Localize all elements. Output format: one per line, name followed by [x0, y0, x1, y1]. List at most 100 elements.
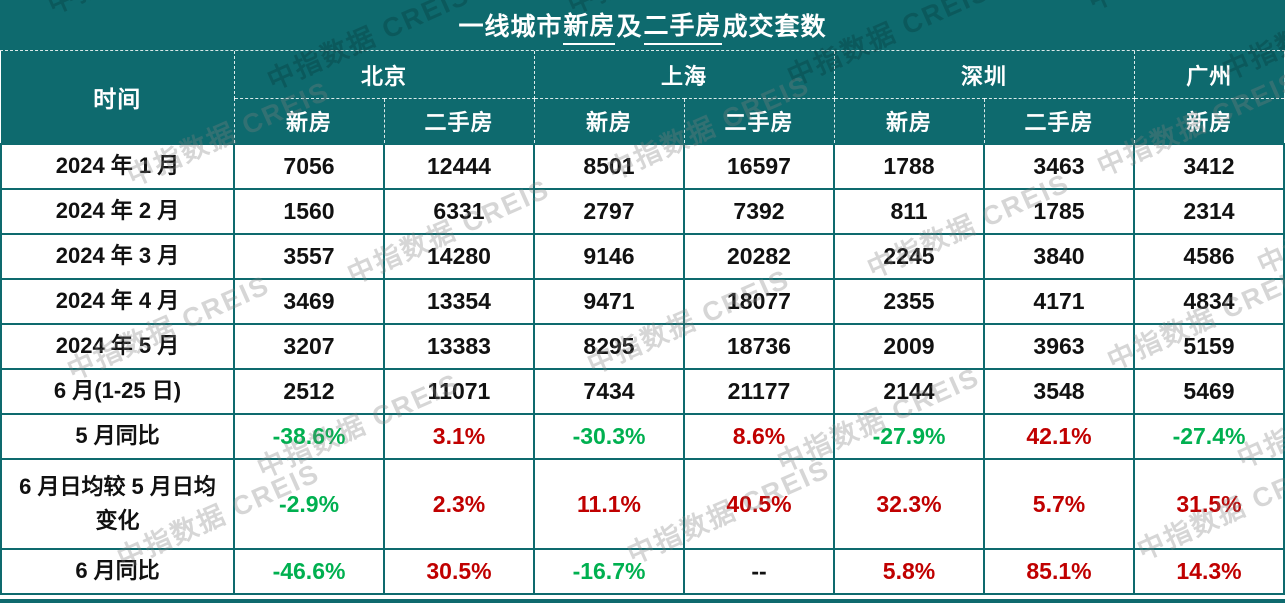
value-cell: 2797	[533, 188, 685, 235]
value-cell: 1785	[983, 188, 1135, 235]
value-cell: 4586	[1133, 233, 1285, 280]
row-label: 2024 年 3 月	[0, 233, 235, 280]
value-cell: 5159	[1133, 323, 1285, 370]
row-label: 2024 年 4 月	[0, 278, 235, 325]
page-title: 一线城市 新房及二手房 成交套数	[0, 0, 1285, 51]
table-row: 5 月同比 -38.6% 3.1% -30.3% 8.6% -27.9% 42.1% -27.…	[0, 413, 1285, 460]
title-segment: 及	[616, 13, 643, 41]
header-sub-shanghai-new: 新房	[533, 98, 685, 144]
value-cell: 7392	[683, 188, 835, 235]
value-cell: 5.8%	[833, 548, 985, 595]
header-city-shenzhen: 深圳	[833, 51, 1135, 99]
value-cell: 3840	[983, 233, 1135, 280]
value-cell: 3557	[233, 233, 385, 280]
value-cell: 13354	[383, 278, 535, 325]
row-label: 6 月日均较 5 月日均 变化	[0, 458, 235, 550]
value-cell: 1788	[833, 143, 985, 190]
value-cell: 7434	[533, 368, 685, 415]
value-cell: 2245	[833, 233, 985, 280]
row-label: 5 月同比	[0, 413, 235, 460]
value-cell: 12444	[383, 143, 535, 190]
row-label: 2024 年 5 月	[0, 323, 235, 370]
value-cell: 14280	[383, 233, 535, 280]
title-segment: 一线城市	[458, 13, 563, 41]
value-cell: 2355	[833, 278, 985, 325]
value-cell: 3463	[983, 143, 1135, 190]
header-sub-beijing-secondhand: 二手房	[383, 98, 535, 144]
value-cell: 20282	[683, 233, 835, 280]
value-cell: 11071	[383, 368, 535, 415]
header-sub-shenzhen-secondhand: 二手房	[983, 98, 1135, 144]
value-cell: 32.3%	[833, 458, 985, 550]
header-sub-shenzhen-new: 新房	[833, 98, 985, 144]
value-cell: 13383	[383, 323, 535, 370]
table-row: 2024 年 1 月 7056 12444 8501 16597 1788 3463 3412	[0, 143, 1285, 190]
table-row: 6 月日均较 5 月日均 变化 -2.9% 2.3% 11.1% 40.5% 32.3% 5…	[0, 458, 1285, 550]
value-cell: --	[683, 548, 835, 595]
value-cell: -16.7%	[533, 548, 685, 595]
value-cell: 2.3%	[383, 458, 535, 550]
value-cell: -38.6%	[233, 413, 385, 460]
value-cell: 1560	[233, 188, 385, 235]
value-cell: 18736	[683, 323, 835, 370]
value-cell: 40.5%	[683, 458, 835, 550]
row-label: 6 月(1-25 日)	[0, 368, 235, 415]
header-city-shanghai: 上海	[533, 51, 835, 99]
value-cell: 6331	[383, 188, 535, 235]
value-cell: 42.1%	[983, 413, 1135, 460]
value-cell: 3469	[233, 278, 385, 325]
header-sub-shanghai-secondhand: 二手房	[683, 98, 835, 144]
value-cell: 3.1%	[383, 413, 535, 460]
header-sub-beijing-new: 新房	[233, 98, 385, 144]
value-cell: 2144	[833, 368, 985, 415]
value-cell: 3412	[1133, 143, 1285, 190]
value-cell: 8.6%	[683, 413, 835, 460]
value-cell: -2.9%	[233, 458, 385, 550]
header-time: 时间	[1, 51, 235, 144]
row-label: 6 月同比	[0, 548, 235, 595]
table-row: 2024 年 3 月 3557 14280 9146 20282 2245 3840 4586	[0, 233, 1285, 280]
value-cell: 3207	[233, 323, 385, 370]
row-label: 2024 年 1 月	[0, 143, 235, 190]
value-cell: 5.7%	[983, 458, 1135, 550]
value-cell: -27.9%	[833, 413, 985, 460]
value-cell: 21177	[683, 368, 835, 415]
value-cell: 3963	[983, 323, 1135, 370]
value-cell: 85.1%	[983, 548, 1135, 595]
value-cell: 9471	[533, 278, 685, 325]
value-cell: 31.5%	[1133, 458, 1285, 550]
value-cell: 18077	[683, 278, 835, 325]
header-city-beijing: 北京	[233, 51, 535, 99]
table-row: 6 月同比 -46.6% 30.5% -16.7% -- 5.8% 85.1% 14.3%	[0, 548, 1285, 595]
value-cell: 5469	[1133, 368, 1285, 415]
table-row: 2024 年 4 月 3469 13354 9471 18077 2355 4171 4834	[0, 278, 1285, 325]
value-cell: 11.1%	[533, 458, 685, 550]
value-cell: 7056	[233, 143, 385, 190]
value-cell: 811	[833, 188, 985, 235]
value-cell: 2314	[1133, 188, 1285, 235]
value-cell: -30.3%	[533, 413, 685, 460]
value-cell: 4834	[1133, 278, 1285, 325]
table-row: 2024 年 2 月 1560 6331 2797 7392 811 1785 2314	[0, 188, 1285, 235]
title-segment-underlined-new-homes: 新房	[563, 6, 616, 45]
data-table: 时间 北京 上海 深圳 广州 新房 二手房 新房 二手房 新房 二手房 新房 2…	[0, 51, 1285, 595]
value-cell: 9146	[533, 233, 685, 280]
value-cell: 16597	[683, 143, 835, 190]
header-city-guangzhou: 广州	[1133, 51, 1284, 99]
value-cell: 3548	[983, 368, 1135, 415]
header-sub-guangzhou-new: 新房	[1133, 98, 1284, 144]
value-cell: 2009	[833, 323, 985, 370]
title-segment: 成交套数	[722, 13, 827, 41]
value-cell: 8501	[533, 143, 685, 190]
value-cell: 4171	[983, 278, 1135, 325]
value-cell: 2512	[233, 368, 385, 415]
value-cell: -27.4%	[1133, 413, 1285, 460]
table-row: 6 月(1-25 日) 2512 11071 7434 21177 2144 3548 546…	[0, 368, 1285, 415]
value-cell: 30.5%	[383, 548, 535, 595]
value-cell: -46.6%	[233, 548, 385, 595]
value-cell: 14.3%	[1133, 548, 1285, 595]
row-label: 2024 年 2 月	[0, 188, 235, 235]
value-cell: 8295	[533, 323, 685, 370]
table-row: 2024 年 5 月 3207 13383 8295 18736 2009 3963 5159	[0, 323, 1285, 370]
